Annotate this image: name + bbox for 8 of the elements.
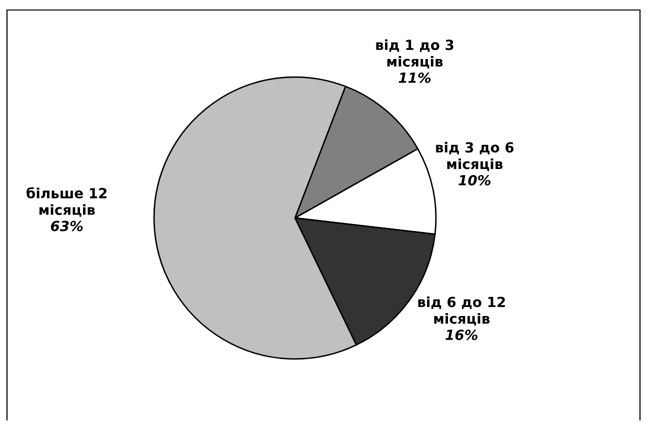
data-label: 10%: [458, 174, 490, 186]
slice-label: від 6 до 12 місяців: [418, 296, 505, 326]
data-label: 16%: [446, 330, 478, 340]
slice-label: більше 12 місяців: [26, 187, 107, 217]
data-label: 63%: [50, 220, 83, 232]
data-label: 11%: [398, 72, 431, 83]
slice-label: від 1 до 3 місяців: [376, 39, 454, 68]
slice-label: від 3 до 6 місяців: [436, 142, 514, 171]
